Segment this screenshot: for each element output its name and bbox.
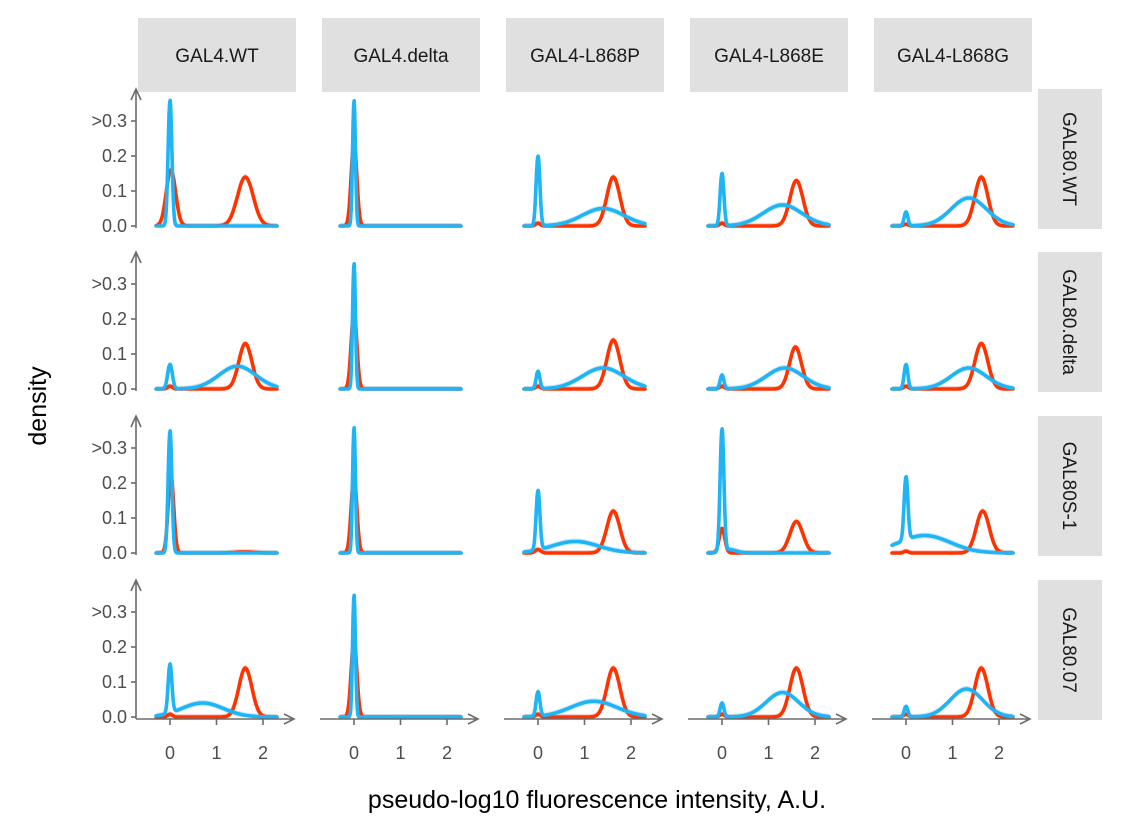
- column-strips: GAL4.WT GAL4.delta GAL4-L868P GAL4-L868E GAL…: [138, 18, 1032, 92]
- x-tick-label: 2: [442, 743, 452, 763]
- strip-column-label: GAL4.WT: [175, 46, 259, 67]
- x-tick-label: 2: [626, 743, 636, 763]
- x-axis-arrow: [1019, 713, 1032, 725]
- y-tick-label: 0.1: [102, 508, 127, 528]
- x-tick-label: 2: [994, 743, 1004, 763]
- x-tick-label: 0: [349, 743, 359, 763]
- strip-row-label: GAL80.delta: [1058, 269, 1079, 375]
- x-tick-label: 1: [579, 743, 589, 763]
- density-curve-blue: [338, 593, 463, 719]
- density-curve-blue: [706, 427, 831, 555]
- density-curve-blue: [522, 488, 647, 555]
- y-tick-label: >0.3: [91, 274, 127, 294]
- x-tick-label: 0: [533, 743, 543, 763]
- y-tick-label: 0.0: [102, 379, 127, 399]
- x-tick-label: 2: [258, 743, 268, 763]
- strip-column-label: GAL4-L868E: [714, 46, 824, 67]
- strip-row-2: [1038, 416, 1102, 556]
- density-curve-blue: [154, 429, 279, 555]
- x-tick-label: 1: [763, 743, 773, 763]
- strip-column-label: GAL4.delta: [353, 46, 448, 67]
- density-curve-blue: [890, 474, 1015, 555]
- x-axis-arrow: [651, 713, 664, 725]
- y-tick-label: 0.0: [102, 216, 127, 236]
- x-axis-arrow: [283, 713, 296, 725]
- density-ribbon-blue: [892, 473, 1013, 553]
- y-tick-label: >0.3: [91, 602, 127, 622]
- strip-row-1: [1038, 252, 1102, 392]
- density-curve-blue: [522, 689, 647, 719]
- x-tick-label: 0: [165, 743, 175, 763]
- density-ribbon-blue: [524, 487, 645, 553]
- x-tick-label: 1: [395, 743, 405, 763]
- y-axis-arrow: [130, 414, 142, 428]
- strip-column-2: [506, 18, 664, 92]
- strip-row-3: [1038, 580, 1102, 720]
- density-curve-blue: [338, 99, 463, 228]
- density-curve-blue: [890, 362, 1015, 391]
- density-curve-blue: [890, 196, 1015, 228]
- density-curve-blue: [154, 662, 279, 719]
- density-curve-blue: [706, 366, 831, 391]
- y-tick-label: 0.2: [102, 473, 127, 493]
- strip-column-4: [874, 18, 1032, 92]
- x-tick-label: 1: [211, 743, 221, 763]
- density-curves: [154, 98, 1015, 719]
- x-axis-title: pseudo-log10 fluorescence intensity, A.U…: [368, 786, 826, 814]
- row-strips: GAL80.WT GAL80.delta GAL80S-1 GAL80.07: [1038, 89, 1102, 720]
- x-tick-label: 1: [947, 743, 957, 763]
- density-curve-blue: [522, 366, 647, 391]
- density-ribbon-blue: [708, 365, 829, 389]
- density-ribbon-red: [708, 177, 829, 226]
- strip-row-label: GAL80.07: [1058, 607, 1079, 693]
- y-axis-arrow: [130, 87, 142, 101]
- x-tick-label: 2: [810, 743, 820, 763]
- y-tick-label: 0.0: [102, 543, 127, 563]
- x-tick-label: 0: [901, 743, 911, 763]
- density-curve-blue: [890, 687, 1015, 719]
- strip-column-0: [138, 18, 296, 92]
- density-curve-red: [522, 509, 647, 555]
- y-axis-arrow: [130, 250, 142, 264]
- strip-column-label: GAL4-L868P: [530, 46, 640, 67]
- x-tick-label: 0: [717, 743, 727, 763]
- strip-row-0: [1038, 89, 1102, 229]
- y-tick-label: 0.1: [102, 181, 127, 201]
- y-tick-label: >0.3: [91, 438, 127, 458]
- x-axis-arrow: [835, 713, 848, 725]
- density-curve-blue: [338, 426, 463, 555]
- y-tick-label: >0.3: [91, 111, 127, 131]
- strip-row-label: GAL80.WT: [1058, 112, 1079, 206]
- strip-column-3: [690, 18, 848, 92]
- density-curve-blue: [706, 171, 831, 228]
- strip-column-1: [322, 18, 480, 92]
- density-curve-blue: [338, 262, 463, 391]
- y-axis-title: density: [24, 366, 52, 446]
- y-tick-label: 0.2: [102, 637, 127, 657]
- density-curve-blue: [522, 154, 647, 228]
- axes: 0.0 0.1 0.2 >0.3 0.0 0.1 0.2 >0.3 0.0 0.1 0.2 >0.3 0…: [91, 87, 1032, 763]
- density-curve-blue: [706, 690, 831, 719]
- density-ribbon-blue: [892, 195, 1013, 226]
- density-curve-blue: [154, 362, 279, 391]
- x-axis-arrow: [467, 713, 480, 725]
- y-tick-label: 0.2: [102, 309, 127, 329]
- y-tick-label: 0.0: [102, 707, 127, 727]
- density-curve-red: [890, 509, 1015, 555]
- density-curve-red: [154, 666, 279, 719]
- density-curve-blue: [154, 98, 279, 228]
- strip-column-label: GAL4-L868G: [897, 46, 1009, 67]
- y-tick-label: 0.2: [102, 146, 127, 166]
- y-tick-label: 0.1: [102, 344, 127, 364]
- y-tick-label: 0.1: [102, 672, 127, 692]
- ribbons: [156, 97, 1013, 717]
- strip-row-label: GAL80S-1: [1058, 442, 1079, 531]
- y-axis-arrow: [130, 578, 142, 592]
